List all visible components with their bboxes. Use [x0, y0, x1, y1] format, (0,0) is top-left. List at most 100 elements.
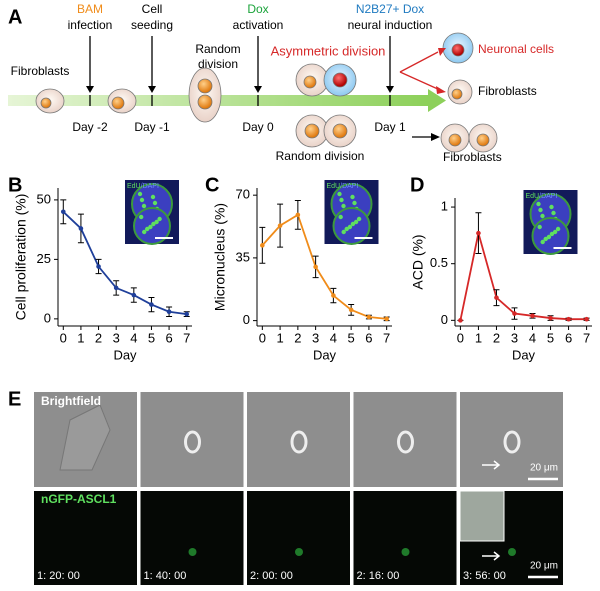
row-label: Brightfield: [41, 394, 101, 408]
inset-dot: [157, 216, 162, 222]
inset-dot: [353, 219, 359, 225]
data-point: [384, 316, 389, 322]
arrowheads: [86, 86, 394, 93]
cell-label: Fibroblasts: [478, 84, 537, 98]
cell-label: Asymmetric division: [271, 43, 386, 58]
data-point: [313, 264, 318, 270]
inset-label: EdU/DAPI: [526, 193, 558, 200]
x-tick-label: 6: [565, 330, 572, 345]
inset-dot: [337, 191, 342, 197]
x-tick-label: 2: [294, 330, 301, 345]
inset-label-part: EdU: [327, 183, 341, 190]
x-tick-label: 4: [529, 330, 536, 345]
day-label: Day 0: [242, 120, 274, 134]
data-point: [184, 311, 190, 317]
data-point: [149, 302, 154, 307]
brightfield-frame: [247, 392, 350, 487]
inset-dot: [546, 234, 552, 240]
day-label: Day -1: [134, 120, 170, 134]
timestamp: 3: 56: 00: [463, 570, 506, 582]
arrowhead: [431, 133, 440, 141]
inset-label-part: EdU: [526, 193, 540, 200]
x-tick-label: 4: [330, 330, 337, 345]
y-axis-label: Cell proliferation (%): [13, 194, 29, 321]
data-point: [277, 223, 283, 228]
brightfield-frame: [460, 392, 563, 487]
step-title: Cell: [142, 2, 163, 16]
inset-dot: [347, 224, 353, 230]
timeline-head: [428, 89, 446, 112]
inset-dot: [536, 201, 541, 207]
panel-label: D: [410, 174, 424, 196]
x-tick-label: 7: [583, 330, 590, 345]
x-axis-label: Day: [113, 347, 137, 362]
cell-shape: [503, 430, 521, 454]
scale-label: 20 μm: [530, 561, 558, 572]
x-tick-label: 6: [165, 330, 172, 345]
inset-dot: [540, 213, 545, 219]
fluorescence-frame: [353, 491, 457, 585]
cells: [35, 32, 498, 153]
x-tick-label: 5: [348, 330, 355, 345]
y-tick-label: 0.5: [430, 255, 448, 270]
inset-dot: [549, 231, 555, 237]
pointer-arrow: [482, 460, 501, 470]
inset-dot: [341, 229, 346, 235]
scale-label: 20 μm: [530, 463, 558, 474]
x-tick-label: 1: [77, 330, 84, 345]
timestamp: 1: 20: 00: [37, 570, 80, 582]
x-tick-label: 3: [113, 330, 120, 345]
gfp-signal: [401, 548, 410, 556]
y-tick-label: 0: [243, 312, 250, 327]
x-tick-label: 3: [312, 330, 319, 345]
inset-dot: [341, 203, 346, 209]
panel-a: A BAM infection Cell seeding Dox activat…: [8, 2, 554, 164]
inset-label-part: /DAPI: [340, 183, 358, 190]
inset-label-part: /DAPI: [141, 183, 159, 190]
cell-label: division: [198, 57, 238, 71]
inset-dot: [356, 216, 362, 222]
data-point: [512, 311, 517, 316]
data-point: [96, 264, 101, 269]
x-tick-label: 2: [95, 330, 102, 345]
y-tick-label: 70: [236, 187, 250, 202]
arrowhead: [436, 86, 446, 94]
panel-label: A: [8, 6, 22, 28]
inset-dot: [552, 229, 558, 235]
timestamp: 1: 40: 00: [144, 570, 187, 582]
panel-label: B: [8, 174, 22, 196]
x-tick-label: 7: [383, 330, 390, 345]
data-point: [584, 316, 589, 322]
y-tick-label: 25: [37, 251, 51, 266]
data-point: [494, 295, 499, 300]
data-point: [366, 314, 372, 320]
x-tick-label: 5: [547, 330, 554, 345]
data-point: [131, 292, 137, 298]
data-point: [260, 243, 265, 248]
step-title: seeding: [131, 18, 173, 32]
data-point: [476, 230, 481, 236]
inset-dot: [538, 207, 543, 213]
brightfield-frame: [353, 392, 457, 487]
inset-dot: [537, 224, 542, 230]
inset-label: EdU/DAPI: [327, 183, 359, 190]
data-point: [295, 212, 301, 218]
step-title: N2B27+ Dox: [356, 2, 424, 16]
inset-dot: [555, 226, 561, 232]
y-axis-label: Micronucleus (%): [212, 203, 228, 311]
x-tick-label: 0: [60, 330, 67, 345]
brightfield-frame: [140, 392, 244, 487]
x-tick-label: 6: [365, 330, 372, 345]
cell-shape: [184, 430, 201, 454]
x-tick-label: 4: [130, 330, 137, 345]
inset-dot: [338, 214, 343, 220]
series-line: [459, 232, 587, 321]
inset-label: EdU/DAPI: [127, 183, 159, 190]
x-axis-label: Day: [313, 347, 337, 362]
x-tick-label: 5: [148, 330, 155, 345]
y-axis-label: ACD (%): [410, 234, 426, 289]
inset-dot: [352, 200, 357, 206]
data-point: [60, 209, 66, 215]
arrowhead: [438, 48, 446, 56]
row-label: nGFP-ASCL1: [41, 492, 117, 506]
